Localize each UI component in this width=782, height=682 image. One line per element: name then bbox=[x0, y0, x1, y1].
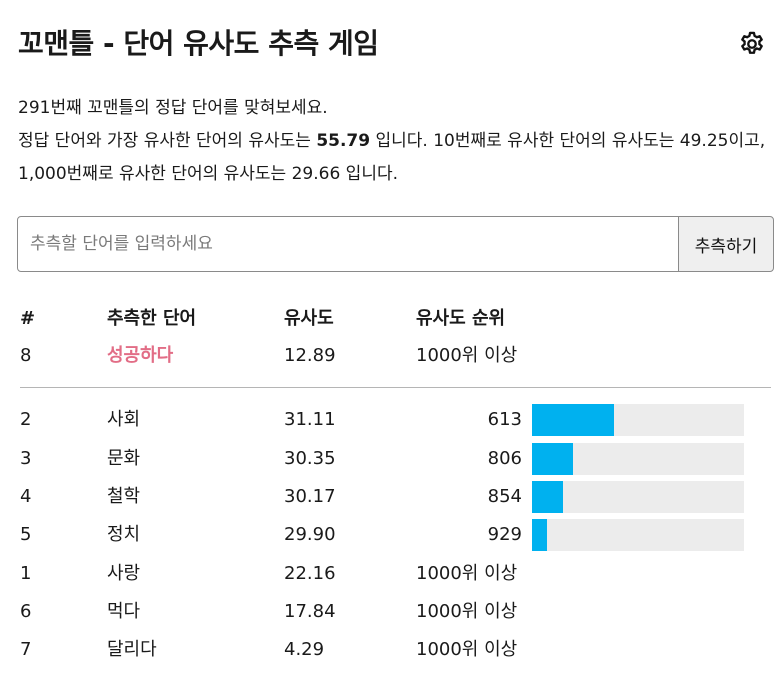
intro-line-2: 정답 단어와 가장 유사한 단어의 유사도는 55.79 입니다. 10번째로 … bbox=[18, 125, 778, 191]
intro-line-1: 291번째 꼬맨틀의 정답 단어를 맞혀보세요. bbox=[18, 98, 328, 118]
row-rank: 854 bbox=[487, 486, 522, 507]
row-similarity: 4.29 bbox=[284, 639, 325, 660]
row-similarity: 30.35 bbox=[284, 448, 336, 469]
table-row: 5 정치 29.90 929 bbox=[0, 516, 782, 554]
table-header: # 추측한 단어 유사도 유사도 순위 bbox=[0, 300, 782, 338]
rank-bar-fill bbox=[532, 481, 563, 513]
rank-bar-track bbox=[532, 404, 744, 436]
table-row: 2 사회 31.11 613 bbox=[0, 401, 782, 439]
rank-bar-fill bbox=[532, 404, 615, 436]
rank-bar-fill bbox=[532, 519, 548, 551]
row-word: 사회 bbox=[107, 409, 141, 430]
latest-similarity: 12.89 bbox=[284, 345, 336, 366]
row-word: 달리다 bbox=[107, 639, 157, 660]
latest-word: 성공하다 bbox=[107, 345, 174, 366]
row-rank: 613 bbox=[487, 409, 522, 430]
row-rank: 1000위 이상 bbox=[416, 639, 518, 660]
table-row: 6 먹다 17.84 1000위 이상 bbox=[0, 593, 782, 631]
row-word: 문화 bbox=[107, 448, 141, 469]
table-row: 4 철학 30.17 854 bbox=[0, 478, 782, 516]
rank-bar-track bbox=[532, 481, 744, 513]
row-word: 먹다 bbox=[107, 601, 141, 622]
gear-icon[interactable] bbox=[738, 30, 766, 58]
latest-rank: 1000위 이상 bbox=[416, 345, 518, 366]
row-rank: 1000위 이상 bbox=[416, 601, 518, 622]
row-num: 5 bbox=[20, 524, 32, 545]
row-rank: 1000위 이상 bbox=[416, 563, 518, 584]
top-similarity-value: 55.79 bbox=[316, 131, 371, 151]
table-row: 3 문화 30.35 806 bbox=[0, 440, 782, 478]
intro-text: 291번째 꼬맨틀의 정답 단어를 맞혀보세요. 정답 단어와 가장 유사한 단… bbox=[18, 92, 778, 191]
table-row: 1 사랑 22.16 1000위 이상 bbox=[0, 555, 782, 593]
row-num: 1 bbox=[20, 563, 32, 584]
page-title: 꼬맨틀 - 단어 유사도 추측 게임 bbox=[18, 27, 379, 60]
row-rank: 929 bbox=[487, 524, 522, 545]
rank-bar-track bbox=[532, 443, 744, 475]
header-word: 추측한 단어 bbox=[107, 308, 197, 329]
divider bbox=[20, 387, 771, 388]
row-similarity: 22.16 bbox=[284, 563, 336, 584]
row-word: 사랑 bbox=[107, 563, 141, 584]
row-num: 2 bbox=[20, 409, 32, 430]
latest-guess-row: 8 성공하다 12.89 1000위 이상 bbox=[0, 337, 782, 375]
rank-bar-fill bbox=[532, 443, 574, 475]
table-row: 7 달리다 4.29 1000위 이상 bbox=[0, 631, 782, 669]
row-similarity: 30.17 bbox=[284, 486, 336, 507]
guess-button[interactable]: 추측하기 bbox=[678, 216, 774, 272]
header-rank: 유사도 순위 bbox=[416, 308, 506, 329]
header-num: # bbox=[20, 308, 36, 329]
row-word: 철학 bbox=[107, 486, 141, 507]
row-word: 정치 bbox=[107, 524, 141, 545]
row-rank: 806 bbox=[487, 448, 522, 469]
guess-input[interactable] bbox=[17, 216, 679, 272]
row-num: 3 bbox=[20, 448, 32, 469]
row-similarity: 29.90 bbox=[284, 524, 336, 545]
intro-line-2-post: 입니다. 10번째로 유사한 단어의 유사도는 49.25이고, 1,000번째… bbox=[18, 131, 766, 184]
header-similarity: 유사도 bbox=[284, 308, 334, 329]
row-similarity: 17.84 bbox=[284, 601, 336, 622]
row-similarity: 31.11 bbox=[284, 409, 336, 430]
row-num: 4 bbox=[20, 486, 32, 507]
guess-form: 추측하기 bbox=[17, 216, 774, 272]
rank-bar-track bbox=[532, 519, 744, 551]
intro-line-2-pre: 정답 단어와 가장 유사한 단어의 유사도는 bbox=[18, 131, 317, 151]
row-num: 6 bbox=[20, 601, 32, 622]
latest-num: 8 bbox=[20, 345, 32, 366]
row-num: 7 bbox=[20, 639, 32, 660]
